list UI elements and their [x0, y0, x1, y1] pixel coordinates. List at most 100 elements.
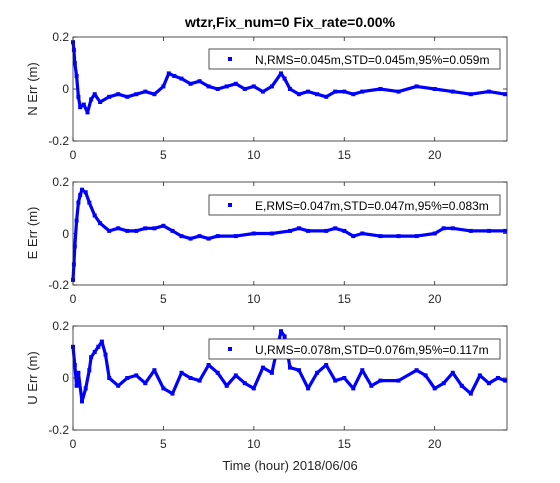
e-data-point [107, 228, 112, 233]
n-data-point [260, 89, 265, 94]
n-y-tick-label: -0.2 [48, 134, 69, 148]
e-data-point [78, 192, 83, 197]
n-data-point [224, 84, 229, 89]
e-tick-marks [72, 181, 507, 286]
n-y-axis-label: N Err (m) [25, 62, 40, 115]
u-y-ticks: 0.2 0 -0.2 [48, 319, 69, 437]
n-data-point [333, 89, 338, 94]
e-data-point [87, 200, 92, 205]
u-data-point [92, 350, 97, 354]
u-data-point [76, 370, 81, 375]
u-data-point [125, 376, 130, 380]
e-data-point [297, 226, 301, 231]
e-y-tick-label: -0.2 [48, 278, 69, 292]
e-data-point [233, 234, 238, 239]
u-data-point [99, 339, 104, 344]
n-data-point [206, 84, 211, 89]
n-data-point [351, 92, 356, 97]
e-data-point [72, 244, 77, 249]
n-data-point [282, 76, 287, 81]
n-data-point [360, 89, 365, 94]
u-data-point [206, 363, 211, 367]
n-series [71, 40, 508, 115]
e-y-tick-label: 0.2 [52, 175, 69, 189]
u-data-point [423, 373, 428, 378]
n-data-point [468, 92, 473, 97]
n-data-point [396, 89, 401, 94]
u-data-point [224, 383, 229, 388]
u-data-point [450, 370, 455, 375]
n-data-point [89, 97, 94, 102]
e-data-point [396, 234, 401, 239]
n-data-point [188, 81, 193, 86]
u-data-point [324, 363, 329, 367]
e-data-point [188, 236, 193, 241]
u-data-point [333, 378, 338, 383]
u-data-point [152, 368, 157, 373]
e-series [71, 187, 508, 282]
u-data-point [170, 391, 175, 396]
u-data-point [107, 376, 112, 380]
e-data-point [98, 221, 103, 226]
n-y-tick-label: 0.2 [52, 30, 69, 44]
n-data-point [74, 74, 79, 78]
e-data-point [414, 234, 419, 239]
n-data-point [76, 94, 81, 99]
e-data-point [288, 228, 292, 233]
u-data-point [134, 373, 139, 378]
n-data-point [242, 87, 247, 91]
u-data-point [342, 376, 347, 380]
u-data-point [251, 386, 256, 391]
u-data-point [315, 370, 320, 375]
e-data-point [503, 228, 508, 233]
u-data-point [360, 368, 365, 373]
n-data-point [503, 92, 508, 97]
n-data-point [71, 48, 76, 52]
e-data-point [333, 226, 338, 231]
n-data-point [324, 94, 329, 99]
u-data-point [188, 376, 193, 380]
u-x-tick-label: 5 [160, 437, 167, 451]
u-data-point [197, 378, 202, 383]
u-data-point [396, 378, 401, 383]
n-data-point [85, 110, 90, 115]
u-data-point [468, 391, 473, 396]
n-data-point [107, 94, 112, 99]
u-data-point [83, 386, 88, 391]
e-data-point [378, 234, 383, 239]
n-data-point [172, 74, 177, 78]
u-y-tick-label: -0.2 [48, 423, 69, 437]
e-y-ticks: 0.2 0 -0.2 [48, 175, 69, 292]
e-data-point [486, 228, 491, 233]
e-y-axis-label: E Err (m) [25, 207, 40, 260]
n-y-ticks: 0.2 0 -0.2 [48, 30, 69, 148]
u-data-point [432, 386, 437, 391]
e-x-tick-label: 5 [160, 292, 167, 306]
u-y-axis-label: U Err (m) [25, 351, 40, 404]
u-x-tick-label: 10 [247, 437, 261, 451]
u-x-tick-label: 15 [338, 437, 352, 451]
e-legend: E,RMS=0.047m,STD=0.047m,95%=0.083m [208, 194, 501, 216]
u-legend-marker [228, 347, 232, 351]
u-data-point [269, 370, 274, 375]
n-data-point [72, 61, 77, 65]
n-legend-box [208, 48, 501, 70]
u-data-point [503, 378, 508, 383]
n-data-point [98, 100, 103, 104]
u-legend-box [208, 338, 501, 360]
n-legend-marker [228, 57, 232, 61]
e-data-point [152, 226, 157, 231]
n-data-point [116, 92, 121, 97]
u-data-point [306, 386, 311, 391]
e-legend-box [208, 194, 501, 216]
u-y-tick-label: 0 [62, 371, 69, 385]
e-data-point [351, 234, 356, 239]
n-x-tick-label: 5 [160, 148, 167, 162]
n-data-point [81, 102, 86, 107]
u-data-point [242, 381, 247, 386]
e-data-point [116, 226, 121, 231]
e-data-point [251, 231, 256, 236]
u-data-point [179, 370, 184, 375]
u-legend-label: U,RMS=0.078m,STD=0.076m,95%=0.117m [255, 343, 489, 357]
